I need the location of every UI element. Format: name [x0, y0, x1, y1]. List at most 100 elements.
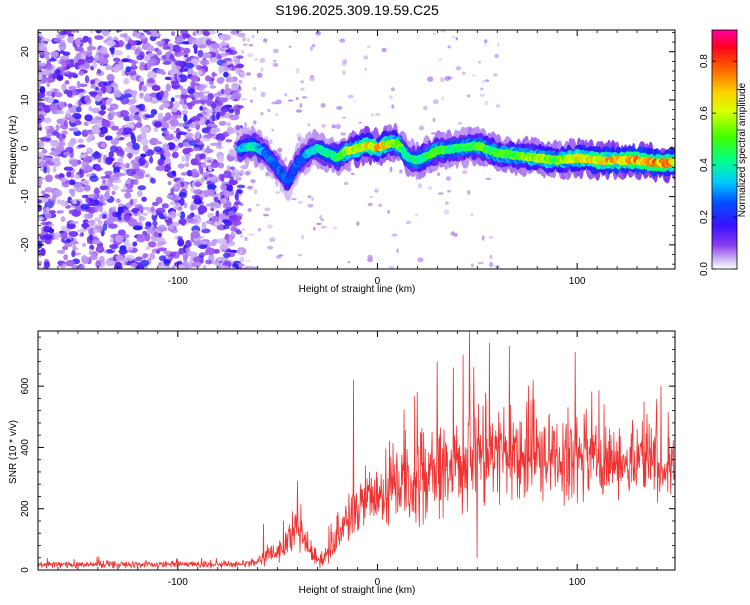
colorbar-frame [711, 29, 738, 270]
noise-blob [150, 177, 156, 184]
noise-blob [139, 132, 147, 140]
noise-blob [227, 210, 235, 217]
noise-blob [109, 103, 119, 110]
noise-blob [203, 134, 214, 139]
noise-blob [182, 148, 191, 155]
noise-blob [38, 249, 41, 254]
noise-blob [165, 52, 170, 60]
noise-blob [41, 148, 48, 154]
noise-blob [38, 105, 44, 112]
noise-blob [427, 76, 434, 82]
noise-blob [164, 76, 173, 81]
noise-blob [51, 91, 56, 98]
noise-blob [211, 43, 221, 49]
noise-blob [132, 142, 140, 150]
noise-blob [48, 58, 57, 62]
noise-blob [271, 101, 278, 105]
noise-blob [124, 192, 132, 199]
noise-blob [155, 196, 163, 204]
noise-blob [440, 30, 446, 33]
noise-blob [185, 239, 192, 248]
noise-blob [242, 36, 247, 42]
noise-blob [205, 39, 212, 46]
noise-blob [93, 115, 103, 123]
noise-blob [342, 58, 348, 64]
noise-blob [76, 229, 86, 233]
noise-blob [248, 233, 255, 236]
noise-blob [139, 51, 145, 59]
colorbar-tick-label: 0.8 [699, 54, 710, 68]
noise-blob [201, 228, 211, 234]
noise-blob [489, 254, 493, 259]
noise-blob [432, 32, 436, 35]
noise-blob [239, 256, 245, 262]
noise-blob [141, 196, 147, 202]
noise-blob [83, 221, 88, 230]
noise-blob [73, 174, 80, 180]
noise-blob [277, 147, 283, 153]
noise-blob [191, 115, 201, 122]
noise-blob [130, 262, 138, 268]
noise-blob [151, 213, 158, 221]
noise-blob [141, 212, 149, 216]
noise-blob [157, 158, 165, 166]
noise-blob [60, 216, 66, 223]
noise-blob [111, 185, 120, 191]
noise-blob [50, 51, 59, 58]
noise-blob [83, 184, 91, 192]
noise-blob [48, 210, 57, 214]
x-tick-label: 0 [375, 276, 381, 287]
noise-blob [104, 182, 114, 188]
noise-blob [205, 247, 216, 255]
noise-blob [86, 147, 93, 155]
noise-blob [484, 79, 490, 82]
noise-blob [44, 63, 53, 70]
noise-blob [69, 117, 76, 124]
noise-blob [60, 177, 67, 183]
noise-blob [310, 74, 314, 78]
noise-blob [38, 179, 43, 187]
noise-blob [200, 117, 206, 126]
noise-blob [204, 108, 214, 114]
noise-blob [209, 201, 220, 209]
noise-blob [237, 105, 244, 109]
noise-blob [83, 62, 90, 70]
noise-blob [65, 59, 73, 66]
noise-blob [335, 123, 341, 130]
noise-blob [66, 89, 73, 98]
noise-blob [38, 91, 44, 100]
noise-blob [55, 110, 65, 115]
noise-blob [161, 103, 170, 107]
noise-blob [84, 75, 90, 84]
noise-blob [218, 34, 225, 41]
noise-blob [266, 224, 273, 229]
noise-blob [44, 211, 52, 220]
noise-blob [311, 197, 314, 201]
ridge-cell [285, 176, 294, 184]
noise-blob [387, 209, 390, 214]
noise-blob [75, 39, 81, 46]
noise-blob [336, 105, 343, 110]
noise-blob [66, 238, 71, 243]
noise-blob [228, 235, 233, 244]
noise-blob [310, 46, 313, 51]
noise-blob [260, 67, 264, 73]
noise-blob [90, 84, 97, 89]
noise-blob [164, 157, 172, 165]
noise-blob [161, 122, 170, 129]
noise-blob [445, 201, 449, 205]
noise-blob [276, 255, 282, 259]
noise-blob [110, 47, 115, 55]
noise-blob [239, 169, 245, 176]
noise-blob [453, 233, 458, 237]
noise-blob [153, 127, 159, 133]
noise-blob [275, 112, 278, 117]
noise-blob [68, 188, 76, 194]
noise-blob [38, 123, 42, 128]
noise-blob [247, 53, 254, 58]
noise-blob [201, 127, 210, 134]
y-tick-label: 0 [20, 145, 31, 151]
noise-blob [177, 264, 185, 269]
noise-blob [68, 210, 73, 214]
